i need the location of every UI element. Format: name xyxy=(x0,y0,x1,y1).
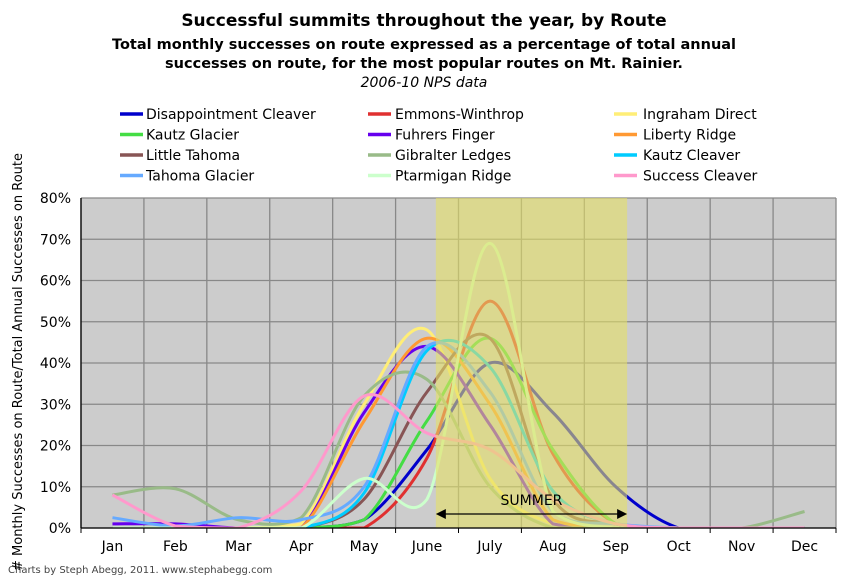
x-tick-label: Jan xyxy=(101,539,124,555)
legend-item: Kautz Cleaver xyxy=(614,148,740,164)
x-tick-label: Feb xyxy=(163,539,188,555)
y-tick-label: 80% xyxy=(40,191,71,207)
plot-area: 0% 10% 20% 30% 40% 50% 60% 70% 80% Jan Feb Mar Apr Ma… xyxy=(40,191,837,555)
legend-item: Tahoma Glacier xyxy=(120,169,254,185)
legend-item: Ingraham Direct xyxy=(614,107,757,123)
x-tick-label: Apr xyxy=(289,539,313,555)
legend-item: Kautz Glacier xyxy=(120,128,239,144)
legend: Disappointment Cleaver Emmons-Winthrop Ing… xyxy=(120,107,758,185)
x-tick-label: May xyxy=(350,539,379,555)
chart-subtitle-line-2: successes on route, for the most popular… xyxy=(165,56,683,72)
x-tick-label: Nov xyxy=(728,539,755,555)
legend-label: Emmons-Winthrop xyxy=(395,107,524,123)
y-axis-label: # Monthly Successes on Route/Total Annua… xyxy=(11,153,26,571)
x-tick-label: Dec xyxy=(791,539,818,555)
y-tick-label: 10% xyxy=(40,480,71,496)
chart-title: Successful summits throughout the year, … xyxy=(181,11,666,31)
legend-label: Success Cleaver xyxy=(643,169,758,185)
summer-label: SUMMER xyxy=(501,493,563,509)
legend-label: Liberty Ridge xyxy=(643,128,736,144)
summer-arrow-left xyxy=(435,509,446,519)
summer-arrow-right xyxy=(617,509,628,519)
y-tick-label: 40% xyxy=(40,356,71,372)
summer-band xyxy=(435,198,628,528)
legend-label: Disappointment Cleaver xyxy=(146,107,316,123)
legend-label: Fuhrers Finger xyxy=(395,128,495,144)
legend-item: Emmons-Winthrop xyxy=(368,107,524,123)
legend-item: Disappointment Cleaver xyxy=(120,107,316,123)
legend-item: Ptarmigan Ridge xyxy=(368,169,511,185)
y-tick-label: 20% xyxy=(40,439,71,455)
x-tick-label: July xyxy=(476,539,502,555)
x-tick-label: Mar xyxy=(225,539,252,555)
legend-label: Ptarmigan Ridge xyxy=(395,169,511,185)
y-tick-label: 30% xyxy=(40,397,71,413)
chart-source-note: 2006-10 NPS data xyxy=(361,75,488,91)
y-tick-label: 70% xyxy=(40,232,71,248)
chart-subtitle-line-1: Total monthly successes on route express… xyxy=(112,37,736,53)
legend-item: Little Tahoma xyxy=(120,148,240,164)
y-tick-label: 0% xyxy=(49,521,71,537)
x-tick-label: Sep xyxy=(603,539,630,555)
x-tick-label: June xyxy=(411,539,443,555)
legend-label: Kautz Glacier xyxy=(146,128,239,144)
legend-item: Gibralter Ledges xyxy=(368,148,511,164)
legend-label: Ingraham Direct xyxy=(643,107,757,123)
legend-label: Kautz Cleaver xyxy=(643,148,740,164)
legend-label: Little Tahoma xyxy=(146,148,240,164)
x-tick-label: Aug xyxy=(539,539,566,555)
legend-item: Liberty Ridge xyxy=(614,128,736,144)
legend-item: Success Cleaver xyxy=(614,169,758,185)
legend-label: Gibralter Ledges xyxy=(395,148,511,164)
y-tick-label: 60% xyxy=(40,274,71,290)
legend-item: Fuhrers Finger xyxy=(368,128,495,144)
y-tick-label: 50% xyxy=(40,315,71,331)
legend-label: Tahoma Glacier xyxy=(145,169,254,185)
x-tick-label: Oct xyxy=(667,539,692,555)
footer-credit: Charts by Steph Abegg, 2011. www.stephab… xyxy=(8,565,272,576)
